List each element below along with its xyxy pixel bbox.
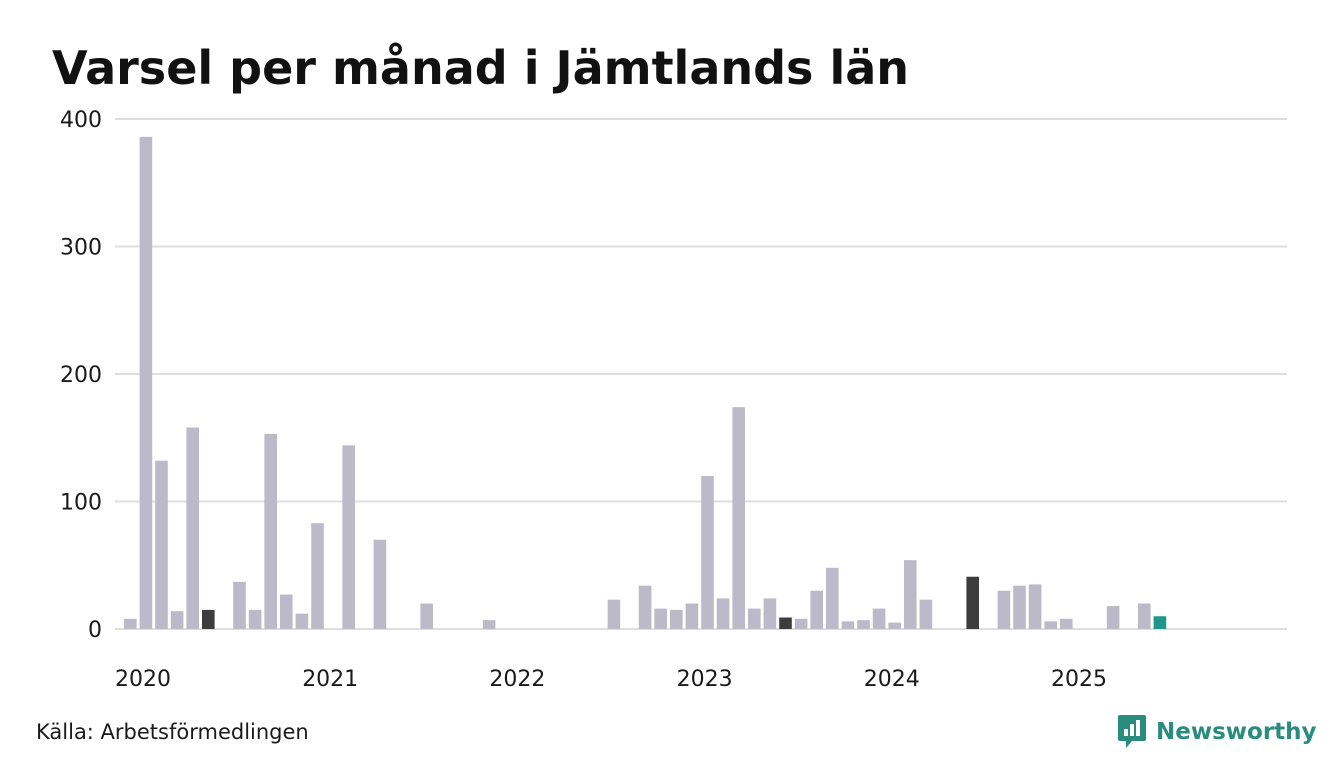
newsworthy-logo-icon: [1118, 715, 1146, 748]
bar-2023-03: [716, 598, 730, 629]
bar-2025-07: [1153, 616, 1167, 629]
bar-2020-06: [202, 609, 215, 630]
bar-2022-08: [607, 599, 621, 629]
bar-2023-12: [857, 620, 870, 629]
x-axis-labels: 2020 2021 2022 2023 2024 2025: [115, 667, 1107, 692]
bar-2022-11: [654, 608, 667, 629]
bar-2024-03: [904, 560, 917, 629]
bar-2021-12: [482, 620, 496, 629]
bar-2020-10: [264, 433, 277, 629]
bar-2021-05: [373, 539, 387, 629]
bar-2023-07: [779, 617, 792, 629]
bar-2020-03: [155, 460, 168, 629]
bar-2020-01: [124, 618, 137, 629]
x-tick-label: 2021: [302, 667, 358, 692]
bar-2021-01: [311, 523, 324, 629]
bar-2023-05: [748, 608, 761, 629]
y-axis-labels: 0 100 200 300 400: [60, 108, 102, 643]
bar-2020-04: [170, 611, 184, 629]
grid-lines: [115, 118, 1287, 630]
bar-2023-04: [732, 407, 745, 629]
bar-2020-11: [280, 594, 293, 629]
bar-2020-08: [233, 581, 246, 629]
y-tick-label: 400: [60, 108, 102, 133]
x-tick-label: 2020: [115, 667, 171, 692]
bar-2022-12: [670, 609, 683, 630]
bar-2024-09: [997, 590, 1011, 629]
bar-2023-08: [794, 618, 808, 629]
bar-2020-05: [186, 427, 199, 629]
bar-2024-10: [1013, 585, 1026, 629]
brand: Newsworthy: [1116, 712, 1317, 752]
bar-2024-12: [1044, 621, 1057, 629]
y-tick-label: 200: [60, 363, 102, 388]
chart-title: Varsel per månad i Jämtlands län: [52, 41, 909, 95]
bar-2022-10: [638, 585, 652, 629]
y-tick-label: 300: [60, 236, 102, 261]
x-tick-label: 2022: [489, 667, 545, 692]
bar-2023-11: [841, 621, 855, 629]
y-tick-label: 100: [60, 491, 102, 516]
bar-2021-03: [342, 445, 355, 629]
x-tick-label: 2023: [677, 667, 733, 692]
x-tick-label: 2025: [1051, 667, 1107, 692]
bar-2025-06: [1138, 603, 1151, 629]
bar-2023-10: [826, 567, 839, 629]
bar-2020-02: [139, 136, 153, 629]
bar-2025-01: [1060, 618, 1073, 629]
bar-2024-04: [919, 599, 933, 629]
bar-2024-01: [872, 608, 886, 629]
bar-2020-09: [248, 609, 262, 630]
bar-2024-11: [1028, 584, 1042, 630]
brand-name: Newsworthy: [1156, 719, 1317, 745]
bar-2023-06: [763, 598, 777, 629]
bar-2023-01: [685, 603, 699, 629]
source-note: Källa: Arbetsförmedlingen: [36, 720, 309, 744]
bar-2023-02: [701, 476, 714, 629]
y-tick-label: 0: [88, 618, 102, 643]
bars: [124, 136, 1167, 630]
bar-2024-02: [888, 622, 901, 630]
bar-2025-04: [1106, 606, 1120, 629]
bar-2023-09: [810, 590, 823, 629]
bar-2024-07: [966, 576, 979, 629]
bar-2020-12: [295, 613, 309, 629]
bar-2021-08: [420, 603, 433, 629]
x-tick-label: 2024: [864, 667, 920, 692]
